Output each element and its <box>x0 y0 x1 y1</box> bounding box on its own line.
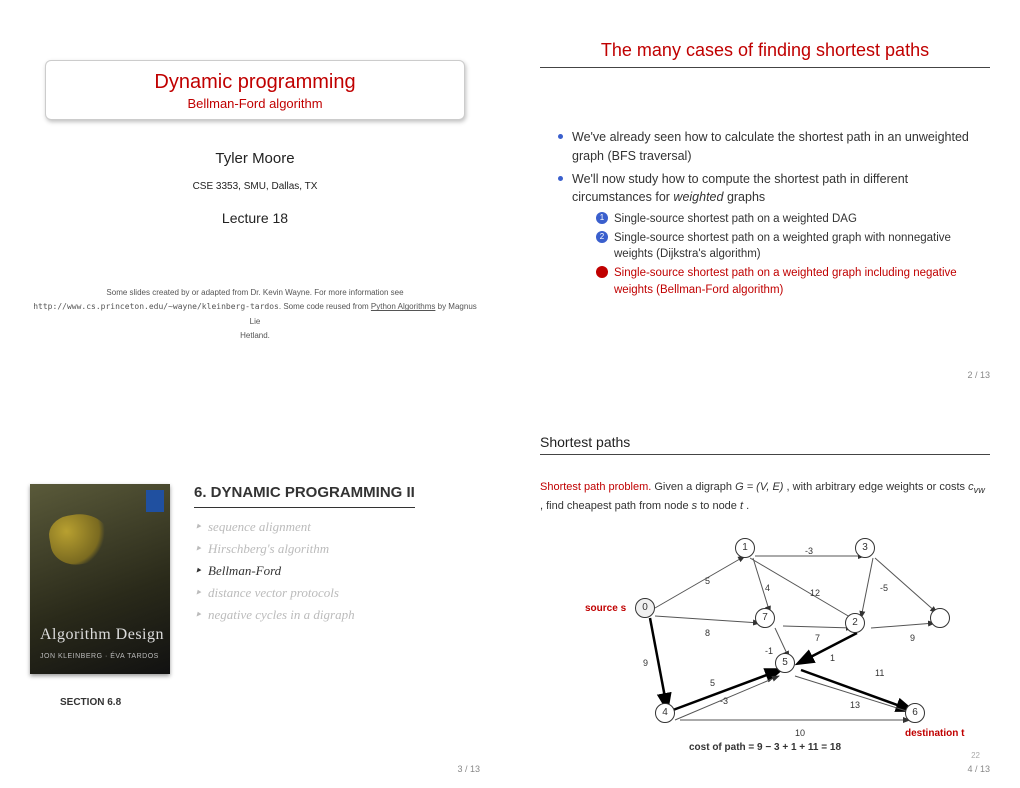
toc-item: Hirschberg's algorithm <box>194 538 415 560</box>
page-number: 3 / 13 <box>457 764 480 774</box>
cover-art-icon <box>46 509 114 569</box>
cover-badge-icon <box>146 490 164 512</box>
slide2-title: The many cases of finding shortest paths <box>540 40 990 61</box>
edge-weight: -3 <box>805 546 813 556</box>
slide-chapter: Algorithm Design JON KLEINBERG · ÉVA TAR… <box>0 394 510 788</box>
bullet-2: We'll now study how to compute the short… <box>558 170 990 299</box>
credits-line1: Some slides created by or adapted from D… <box>106 288 403 297</box>
cost-label: cost of path = 9 − 3 + 1 + 11 = 18 <box>540 742 990 753</box>
pt-cc: , find cheapest path from node <box>540 500 692 512</box>
credits-line2a: . Some code reused from <box>279 302 371 311</box>
edge-weight: 11 <box>875 668 884 678</box>
toc-item: distance vector protocols <box>194 582 415 604</box>
edge-weight: -1 <box>765 646 773 656</box>
num-3: Single-source shortest path on a weighte… <box>596 265 990 298</box>
edge-weight: 10 <box>795 728 805 738</box>
bullet-2-em: weighted <box>673 190 723 204</box>
toc-item: sequence alignment <box>194 516 415 538</box>
slide-shortest-paths: Shortest paths Shortest path problem. Gi… <box>510 394 1020 788</box>
edge-weight: 7 <box>815 633 820 643</box>
edge-weight: 13 <box>850 700 860 710</box>
author-name: Tyler Moore <box>30 150 480 167</box>
inner-page-number: 22 <box>971 751 980 760</box>
bullet-list: We've already seen how to calculate the … <box>558 128 990 298</box>
dest-label: destination t <box>905 728 964 739</box>
subtitle: Bellman-Ford algorithm <box>46 96 464 111</box>
institution: CSE 3353, SMU, Dallas, TX <box>30 181 480 192</box>
title-rule <box>540 67 990 68</box>
author-block: Tyler Moore CSE 3353, SMU, Dallas, TX Le… <box>30 150 480 226</box>
pt-g: G = (V, E) <box>735 481 783 493</box>
title-rule <box>540 454 990 455</box>
edge-weight: 4 <box>765 583 770 593</box>
page-number: 4 / 13 <box>967 764 990 774</box>
edge-weight: 1 <box>830 653 835 663</box>
credits-line3: Hetland. <box>240 331 270 340</box>
bullet-1: We've already seen how to calculate the … <box>558 128 990 166</box>
section-label: SECTION 6.8 <box>60 697 121 708</box>
pt-a: Given a digraph <box>654 481 735 493</box>
num-1: Single-source shortest path on a weighte… <box>596 211 990 228</box>
edge-weight: 9 <box>643 658 648 668</box>
edge-weight: 9 <box>910 633 915 643</box>
lecture-number: Lecture 18 <box>30 210 480 226</box>
bullet-2b: graphs <box>723 190 765 204</box>
book-authors: JON KLEINBERG · ÉVA TARDOS <box>40 653 159 660</box>
num-2: Single-source shortest path on a weighte… <box>596 230 990 263</box>
title-box: Dynamic programming Bellman-Ford algorit… <box>45 60 465 120</box>
slide-cases: The many cases of finding shortest paths… <box>510 0 1020 394</box>
edge-weight: 5 <box>710 678 715 688</box>
pt-d: to node <box>700 500 740 512</box>
chapter-block: 6. DYNAMIC PROGRAMMING II sequence align… <box>194 484 415 626</box>
pt-t: t <box>740 500 743 512</box>
credits-text: Some slides created by or adapted from D… <box>30 286 480 344</box>
toc-item-active: Bellman-Ford <box>194 560 415 582</box>
chapter-title: 6. DYNAMIC PROGRAMMING II <box>194 484 415 501</box>
book-cover: Algorithm Design JON KLEINBERG · ÉVA TAR… <box>30 484 170 674</box>
credits-book: Python Algorithms <box>371 302 435 311</box>
pt-b: , with arbitrary edge weights or costs <box>787 481 969 493</box>
pt-sub: vw <box>974 485 985 495</box>
edge-weight: 5 <box>705 576 710 586</box>
edge-weight: 8 <box>705 628 710 638</box>
main-title: Dynamic programming <box>46 71 464 94</box>
source-label: source s <box>585 603 626 614</box>
problem-label: Shortest path problem. <box>540 481 651 493</box>
page-number: 2 / 13 <box>967 370 990 380</box>
pt-s: s <box>692 500 698 512</box>
edge-weight: -5 <box>880 583 888 593</box>
slide4-title: Shortest paths <box>540 434 990 450</box>
edge-weight: -3 <box>720 696 728 706</box>
toc-item: negative cycles in a digraph <box>194 604 415 626</box>
numbered-list: Single-source shortest path on a weighte… <box>596 211 990 298</box>
chapter-toc: sequence alignment Hirschberg's algorith… <box>194 507 415 626</box>
slide-title: Dynamic programming Bellman-Ford algorit… <box>0 0 510 394</box>
book-title: Algorithm Design <box>40 626 164 644</box>
edge-weight: 12 <box>810 588 820 598</box>
graph-diagram: source s destination t 013725465-389412-… <box>555 528 975 738</box>
credits-url: http://www.cs.princeton.edu/~wayne/klein… <box>33 302 279 311</box>
problem-statement: Shortest path problem. Given a digraph G… <box>540 479 990 514</box>
pt-e: . <box>746 500 749 512</box>
